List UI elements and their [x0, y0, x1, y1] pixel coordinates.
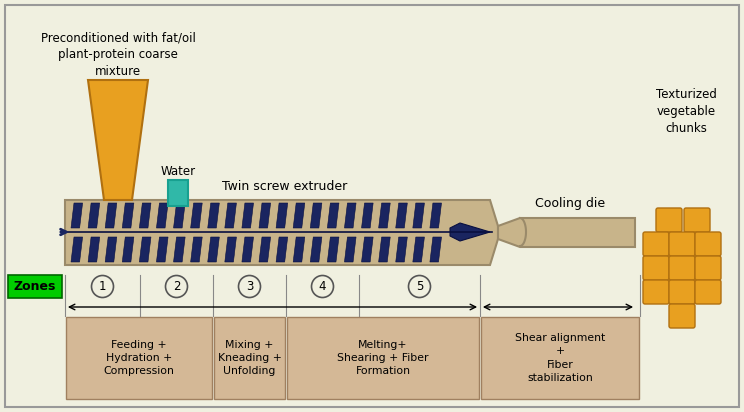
- Polygon shape: [327, 203, 339, 228]
- Text: 3: 3: [246, 280, 253, 293]
- FancyBboxPatch shape: [643, 232, 669, 256]
- Polygon shape: [156, 237, 168, 262]
- FancyBboxPatch shape: [66, 317, 212, 399]
- Polygon shape: [208, 203, 219, 228]
- Text: 2: 2: [173, 280, 180, 293]
- Polygon shape: [259, 203, 271, 228]
- Text: Shear alignment
+
Fiber
stabilization: Shear alignment + Fiber stabilization: [515, 333, 605, 383]
- Polygon shape: [139, 237, 151, 262]
- FancyBboxPatch shape: [669, 280, 695, 304]
- Polygon shape: [122, 203, 134, 228]
- Polygon shape: [396, 203, 407, 228]
- Polygon shape: [498, 218, 635, 247]
- Text: Preconditioned with fat/oil
plant-protein coarse
mixture: Preconditioned with fat/oil plant-protei…: [41, 31, 196, 78]
- Polygon shape: [190, 203, 202, 228]
- Polygon shape: [327, 237, 339, 262]
- Polygon shape: [310, 203, 322, 228]
- Polygon shape: [242, 237, 254, 262]
- FancyBboxPatch shape: [481, 317, 639, 399]
- Text: Texturized
vegetable
chunks: Texturized vegetable chunks: [655, 88, 716, 135]
- FancyBboxPatch shape: [5, 5, 739, 407]
- Polygon shape: [65, 200, 498, 265]
- FancyBboxPatch shape: [669, 232, 695, 256]
- Polygon shape: [105, 203, 117, 228]
- Polygon shape: [259, 237, 271, 262]
- Circle shape: [165, 276, 187, 297]
- Circle shape: [312, 276, 333, 297]
- FancyBboxPatch shape: [695, 256, 721, 280]
- FancyBboxPatch shape: [643, 256, 669, 280]
- Polygon shape: [276, 203, 288, 228]
- Polygon shape: [88, 237, 100, 262]
- Polygon shape: [71, 203, 83, 228]
- Text: 4: 4: [318, 280, 327, 293]
- Polygon shape: [413, 237, 424, 262]
- Polygon shape: [105, 237, 117, 262]
- Polygon shape: [362, 203, 373, 228]
- Text: Feeding +
Hydration +
Compression: Feeding + Hydration + Compression: [103, 340, 174, 376]
- Polygon shape: [413, 203, 424, 228]
- FancyBboxPatch shape: [695, 232, 721, 256]
- Text: 5: 5: [416, 280, 423, 293]
- Polygon shape: [362, 237, 373, 262]
- Polygon shape: [344, 237, 356, 262]
- Polygon shape: [293, 237, 305, 262]
- Polygon shape: [88, 80, 148, 200]
- Text: Water: Water: [161, 165, 196, 178]
- Polygon shape: [379, 237, 391, 262]
- Polygon shape: [344, 203, 356, 228]
- Polygon shape: [293, 203, 305, 228]
- FancyBboxPatch shape: [656, 208, 682, 232]
- Polygon shape: [242, 203, 254, 228]
- Polygon shape: [310, 237, 322, 262]
- FancyBboxPatch shape: [695, 280, 721, 304]
- Text: Twin screw extruder: Twin screw extruder: [222, 180, 347, 193]
- Polygon shape: [156, 203, 168, 228]
- Circle shape: [92, 276, 114, 297]
- Polygon shape: [225, 203, 237, 228]
- Text: Zones: Zones: [14, 280, 57, 293]
- FancyBboxPatch shape: [684, 208, 710, 232]
- FancyBboxPatch shape: [168, 180, 188, 206]
- Polygon shape: [173, 237, 185, 262]
- FancyBboxPatch shape: [8, 275, 62, 298]
- Polygon shape: [88, 203, 100, 228]
- Polygon shape: [225, 237, 237, 262]
- Polygon shape: [276, 237, 288, 262]
- Polygon shape: [190, 237, 202, 262]
- Polygon shape: [430, 237, 441, 262]
- FancyBboxPatch shape: [669, 304, 695, 328]
- Text: Cooling die: Cooling die: [535, 197, 605, 210]
- Polygon shape: [139, 203, 151, 228]
- Polygon shape: [71, 237, 83, 262]
- Polygon shape: [173, 203, 185, 228]
- FancyBboxPatch shape: [214, 317, 285, 399]
- Polygon shape: [396, 237, 407, 262]
- Circle shape: [408, 276, 431, 297]
- Text: 1: 1: [99, 280, 106, 293]
- Polygon shape: [450, 223, 490, 241]
- FancyBboxPatch shape: [669, 256, 695, 280]
- Polygon shape: [208, 237, 219, 262]
- Text: Mixing +
Kneading +
Unfolding: Mixing + Kneading + Unfolding: [217, 340, 281, 376]
- FancyBboxPatch shape: [287, 317, 479, 399]
- Circle shape: [239, 276, 260, 297]
- Text: Melting+
Shearing + Fiber
Formation: Melting+ Shearing + Fiber Formation: [337, 340, 429, 376]
- Polygon shape: [379, 203, 391, 228]
- Polygon shape: [122, 237, 134, 262]
- Polygon shape: [430, 203, 441, 228]
- FancyBboxPatch shape: [643, 280, 669, 304]
